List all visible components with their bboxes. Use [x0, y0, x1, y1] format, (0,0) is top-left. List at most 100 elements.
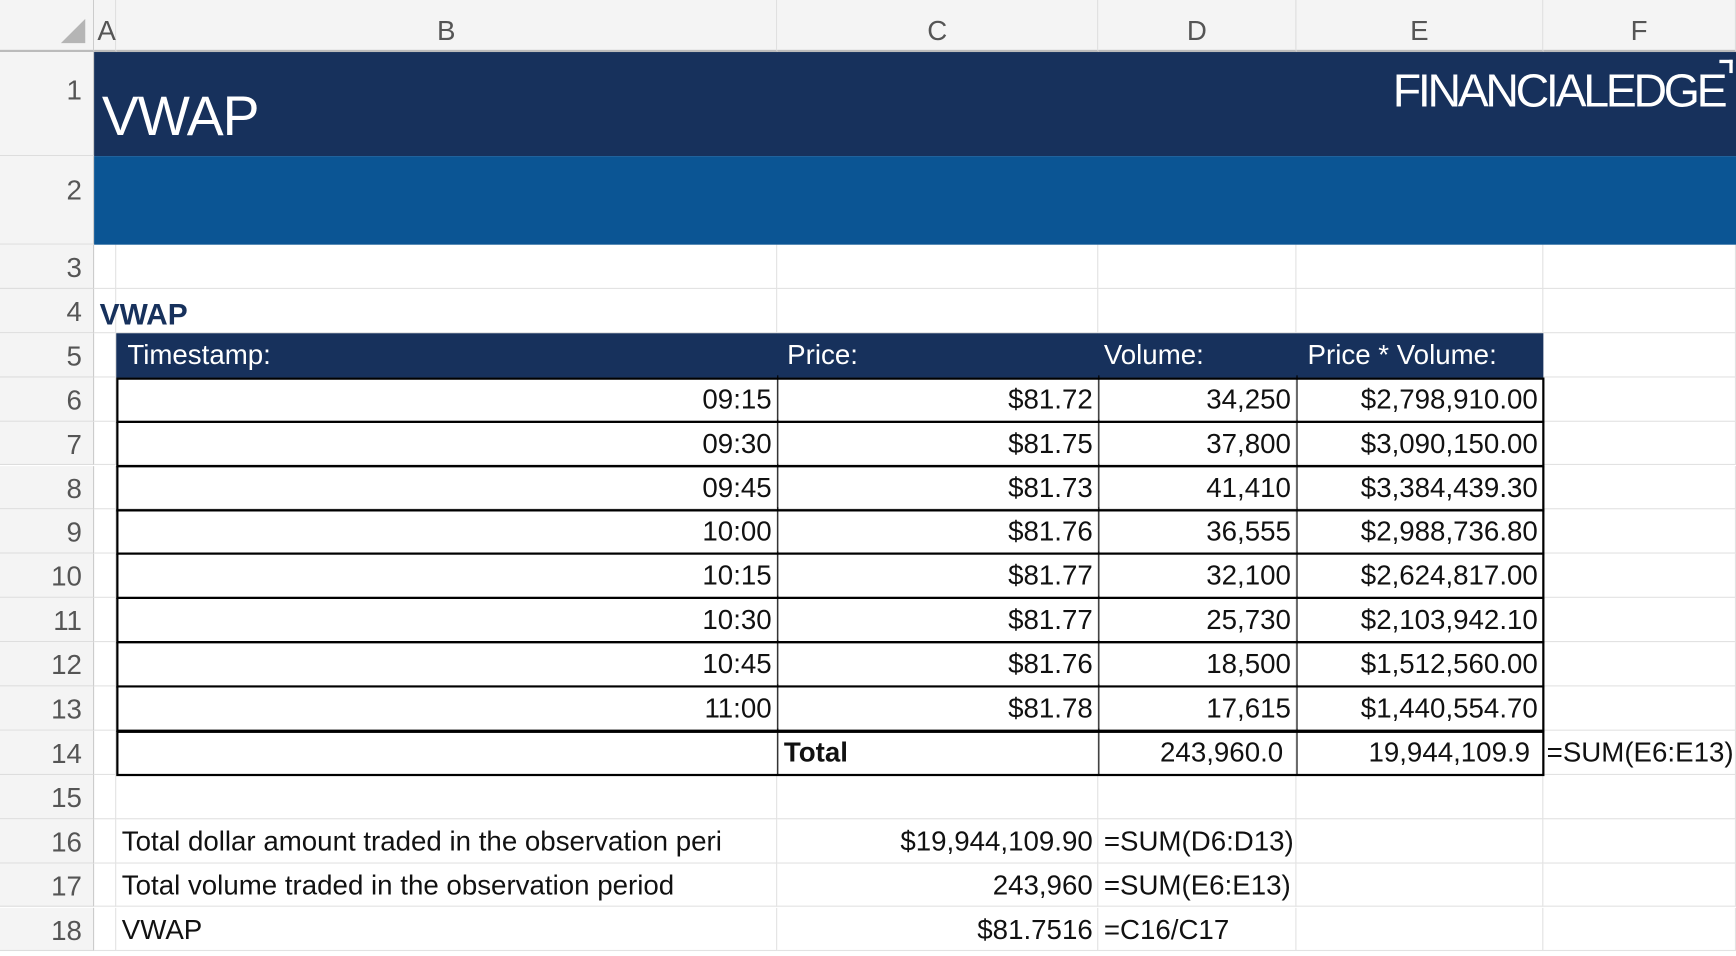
table-cell[interactable]: 09:30 — [702, 428, 772, 460]
row-header-11[interactable]: 11 — [0, 598, 95, 643]
cell[interactable] — [777, 244, 1099, 289]
summary-value[interactable]: 243,960 — [992, 869, 1093, 901]
row-header-7[interactable]: 7 — [0, 421, 95, 466]
table-cell[interactable]: 10:45 — [702, 648, 772, 680]
row-header-3[interactable]: 3 — [0, 244, 95, 289]
table-cell[interactable]: $1,512,560.00 — [1296, 640, 1543, 687]
table-cell[interactable]: $2,988,736.80 — [1296, 507, 1543, 555]
cell[interactable] — [1098, 818, 1297, 864]
row-header-2[interactable]: 2 — [0, 156, 95, 245]
cell[interactable] — [116, 288, 778, 334]
cell[interactable] — [94, 333, 117, 378]
table-cell[interactable]: 37,800 — [1098, 419, 1296, 466]
table-cell[interactable]: $2,103,942.10 — [1296, 595, 1543, 643]
cell[interactable] — [94, 598, 117, 643]
cell[interactable] — [1543, 686, 1736, 731]
table-cell[interactable]: $81.75 — [777, 419, 1098, 466]
table-cell[interactable]: $81.76 — [777, 640, 1098, 687]
column-header-F[interactable]: F — [1543, 0, 1736, 53]
cell[interactable] — [1296, 244, 1544, 289]
row-header-4[interactable]: 4 — [0, 288, 95, 334]
cell[interactable] — [1098, 244, 1297, 289]
table-cell[interactable]: 32,100 — [1098, 551, 1296, 599]
table-cell[interactable]: 18,500 — [1098, 640, 1296, 687]
cell[interactable] — [777, 288, 1099, 334]
table-cell[interactable]: $81.77 — [777, 595, 1098, 643]
summary-label[interactable]: Total volume traded in the observation p… — [121, 869, 675, 901]
column-header-E[interactable]: E — [1296, 0, 1544, 53]
table-cell[interactable]: 09:45 — [702, 472, 772, 504]
row-header-16[interactable]: 16 — [0, 818, 95, 864]
cell[interactable] — [94, 818, 117, 864]
table-cell[interactable]: $81.78 — [777, 684, 1098, 731]
table-cell[interactable]: 09:15 — [702, 383, 772, 415]
cell[interactable] — [1543, 907, 1736, 952]
table-cell[interactable]: $81.72 — [777, 374, 1098, 422]
table-cell[interactable]: 11:00 — [704, 693, 772, 725]
table-cell[interactable]: 36,555 — [1098, 507, 1296, 555]
summary-value[interactable]: $81.7516 — [977, 913, 1093, 945]
column-header-B[interactable]: B — [116, 0, 778, 53]
cell[interactable] — [94, 686, 117, 731]
cell[interactable] — [1543, 288, 1736, 334]
summary-formula[interactable]: =C16/C17 — [1103, 913, 1230, 945]
row-header-9[interactable]: 9 — [0, 509, 95, 554]
table-cell[interactable]: 25,730 — [1098, 595, 1296, 643]
cell[interactable] — [1098, 288, 1297, 334]
cell[interactable] — [1543, 465, 1736, 510]
row-header-13[interactable]: 13 — [0, 686, 95, 731]
cell[interactable] — [1296, 818, 1544, 864]
cell[interactable] — [1543, 509, 1736, 554]
table-cell[interactable]: 10:30 — [702, 604, 772, 636]
row-header-15[interactable]: 15 — [0, 774, 95, 819]
table-cell[interactable]: 10:15 — [702, 560, 772, 592]
cell[interactable] — [1543, 244, 1736, 289]
table-cell[interactable]: $1,440,554.70 — [1296, 684, 1543, 731]
column-header-C[interactable]: C — [777, 0, 1099, 53]
cell[interactable] — [94, 863, 117, 908]
cell[interactable] — [94, 553, 117, 599]
table-cell[interactable]: $3,384,439.30 — [1296, 463, 1543, 510]
cell[interactable] — [94, 377, 117, 422]
cell[interactable] — [94, 907, 117, 952]
cell[interactable] — [1098, 863, 1297, 908]
row-header-14[interactable]: 14 — [0, 730, 95, 775]
table-cell[interactable]: $2,798,910.00 — [1296, 374, 1543, 422]
table-cell[interactable]: 10:00 — [702, 516, 772, 548]
cell[interactable] — [1543, 774, 1736, 819]
cell[interactable] — [1543, 421, 1736, 466]
cell[interactable] — [777, 863, 1099, 908]
total-price-volume[interactable]: 19,944,109.9 — [1296, 728, 1543, 775]
cell[interactable] — [777, 774, 1099, 819]
row-header-8[interactable]: 8 — [0, 465, 95, 510]
table-cell[interactable]: 17,615 — [1098, 684, 1296, 731]
cell[interactable] — [94, 421, 117, 466]
column-header-A[interactable]: A — [94, 0, 117, 53]
cell[interactable] — [1543, 863, 1736, 908]
table-cell[interactable]: 34,250 — [1098, 374, 1296, 422]
cell[interactable] — [1543, 333, 1736, 378]
table-cell[interactable]: 41,410 — [1098, 463, 1296, 510]
cell[interactable] — [94, 244, 117, 289]
cell[interactable] — [1543, 377, 1736, 422]
column-header-D[interactable]: D — [1098, 0, 1297, 53]
cell[interactable] — [1296, 863, 1544, 908]
cell[interactable] — [94, 288, 117, 334]
cell[interactable] — [94, 730, 117, 775]
summary-formula[interactable]: =SUM(E6:E13) — [1103, 869, 1291, 901]
cell[interactable] — [94, 465, 117, 510]
cell[interactable] — [1296, 907, 1544, 952]
cell[interactable] — [1543, 818, 1736, 864]
cell[interactable] — [1543, 598, 1736, 643]
table-cell[interactable]: $81.76 — [777, 507, 1098, 555]
cell[interactable] — [1296, 288, 1544, 334]
cell[interactable] — [116, 244, 778, 289]
table-cell[interactable]: $81.77 — [777, 551, 1098, 599]
cell[interactable] — [94, 642, 117, 687]
row-header-18[interactable]: 18 — [0, 907, 95, 952]
cell[interactable] — [1543, 553, 1736, 599]
cell[interactable] — [116, 774, 778, 819]
table-cell[interactable]: $3,090,150.00 — [1296, 419, 1543, 466]
cell[interactable] — [1543, 730, 1736, 775]
row-header-10[interactable]: 10 — [0, 553, 95, 599]
